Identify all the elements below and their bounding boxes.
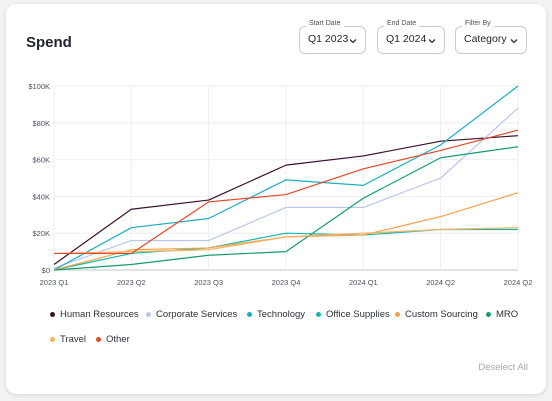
series-line-travel [53,227,519,255]
legend-label: Corporate Services [156,309,238,320]
legend-dot-icon [146,312,151,317]
x-tick-label: 2023 Q3 [194,278,223,287]
legend-dot-icon [486,312,491,317]
legend-dot-icon [247,312,252,317]
chevron-down-icon [510,39,518,44]
x-tick-label: 2023 Q4 [272,278,301,287]
legend-label: Travel [60,334,87,345]
start-date-label: Start Date [306,20,344,27]
x-tick-label: 2024 Q2 [426,278,455,287]
series-line-other [54,129,519,255]
series-line-corporate-services [53,107,519,269]
end-date-value: Q1 2024 [386,33,427,45]
x-tick-label: 2023 Q2 [117,278,146,287]
legend-item[interactable]: Travel [50,334,86,345]
x-tick-label: 2023 Q1 [40,278,69,287]
x-tick-label: 2024 Q1 [349,278,378,287]
legend-label: Custom Sourcing [405,309,478,320]
legend-dot-icon [316,312,321,317]
legend-item[interactable]: Technology [247,309,305,320]
filter-by-label: Filter By [462,20,494,27]
legend-item[interactable]: MRO [486,309,518,320]
chevron-down-icon [428,39,436,44]
legend-dot-icon [96,337,101,342]
end-date-label: End Date [384,20,420,27]
start-date-value: Q1 2023 [308,33,349,45]
spend-card: Spend Start Date Q1 2023 End Date Q1 202… [6,4,546,394]
legend-label: Other [106,334,130,345]
y-tick-label: $60K [32,156,50,165]
legend-item[interactable]: Custom Sourcing [395,309,478,320]
legend-dot-icon [50,312,55,317]
series-line-human-resources [53,135,519,265]
filter-by-value: Category [464,33,507,45]
legend-item[interactable]: Other [96,334,130,345]
legend-item[interactable]: Corporate Services [146,309,237,320]
end-date-select[interactable]: End Date Q1 2024 [377,20,445,54]
series-line-technology [53,85,519,271]
legend-dot-icon [50,337,55,342]
card-title: Spend [26,34,72,51]
legend-label: Human Resources [60,309,139,320]
series-line-mro [53,146,519,271]
chevron-down-icon [349,39,357,44]
y-tick-label: $20K [32,229,50,238]
y-tick-label: $40K [32,192,50,201]
legend-label: MRO [496,309,519,320]
legend-label: Office Supplies [326,309,390,320]
legend-item[interactable]: Human Resources [50,309,139,320]
legend-dot-icon [395,312,400,317]
legend-item[interactable]: Office Supplies [316,309,390,320]
spend-line-chart: $0 $20K $40K $60K $80K $100K 2023 Q1 2023 Q2 202… [28,82,533,287]
filter-by-select[interactable]: Filter By Category [455,20,527,54]
start-date-select[interactable]: Start Date Q1 2023 [299,20,366,54]
y-tick-label: $100K [28,82,50,91]
x-tick-label: 2024 Q2 [504,278,533,287]
legend-label: Technology [257,309,306,320]
deselect-all-button[interactable]: Deselect All [478,362,528,373]
y-tick-label: $80K [32,119,50,128]
y-tick-label: $0 [42,266,50,275]
